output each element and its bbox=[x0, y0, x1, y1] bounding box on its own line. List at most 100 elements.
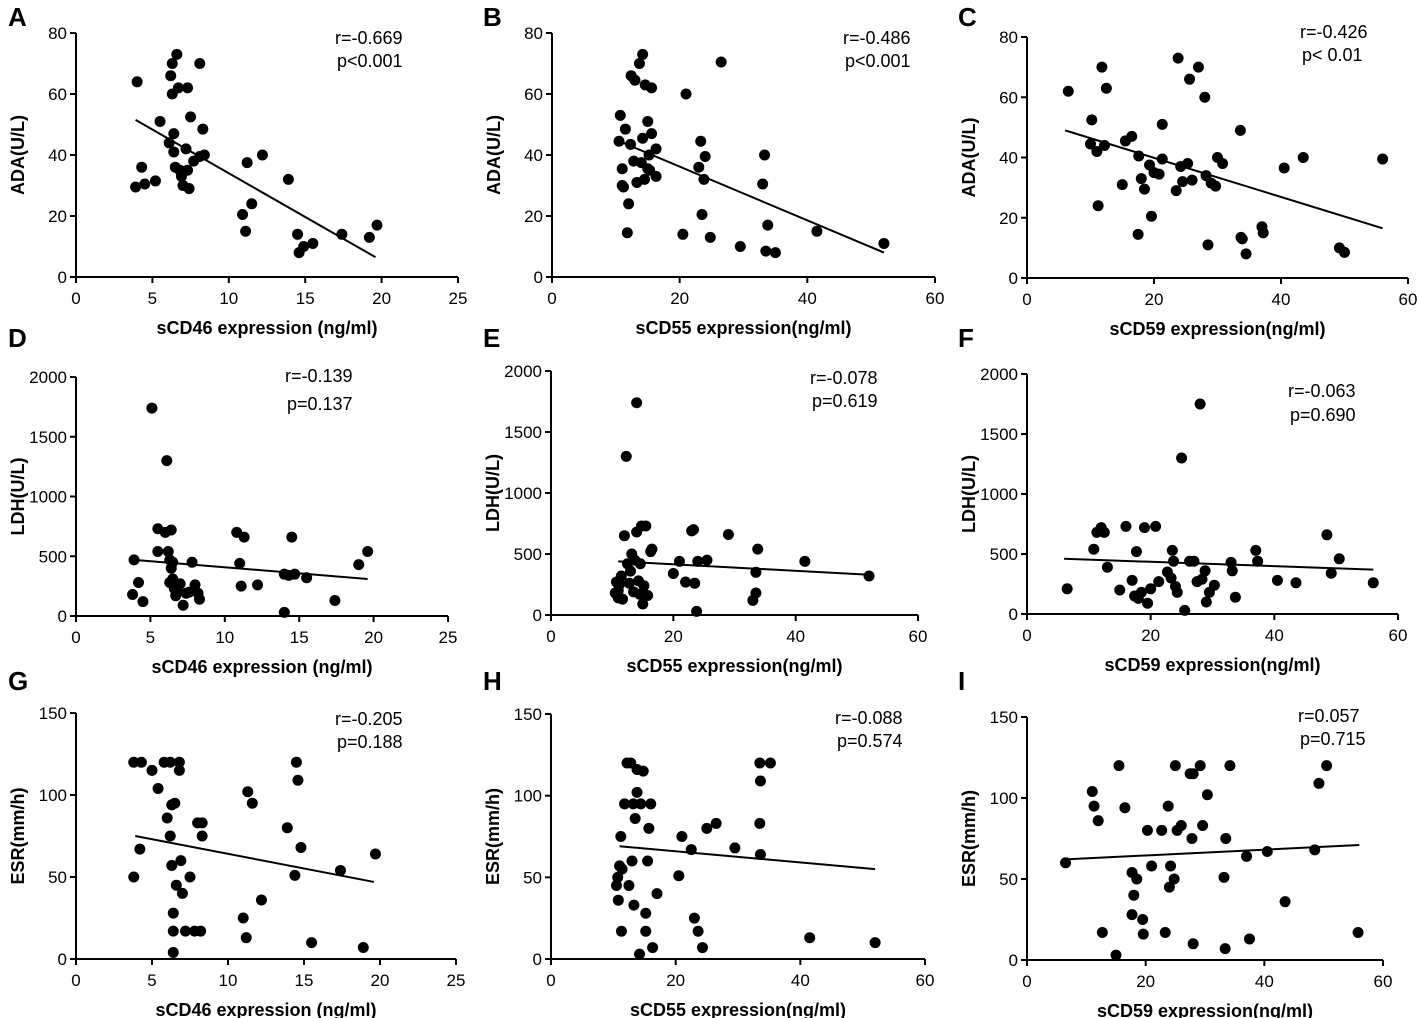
data-point bbox=[1194, 398, 1206, 410]
data-point bbox=[1130, 546, 1142, 558]
data-point bbox=[353, 559, 365, 571]
y-tick-label: 2000 bbox=[504, 362, 542, 381]
data-point bbox=[149, 175, 161, 187]
data-point bbox=[240, 932, 252, 944]
data-point bbox=[1261, 845, 1273, 857]
data-point bbox=[640, 520, 652, 532]
data-point bbox=[139, 178, 151, 190]
data-point bbox=[1240, 248, 1252, 260]
correlation-r: r=-0.139 bbox=[285, 366, 353, 386]
data-point bbox=[1186, 833, 1198, 844]
y-tick-label: 20 bbox=[48, 207, 67, 226]
panel-g-esr-vs-scd46: G r=-0.205 p=0.188 sCD46 expression (ng/… bbox=[8, 666, 465, 1018]
data-point bbox=[667, 568, 679, 580]
data-point bbox=[256, 149, 268, 161]
x-tick-label: 40 bbox=[791, 971, 810, 990]
p-value: p=0.715 bbox=[1300, 729, 1366, 749]
data-point bbox=[167, 946, 179, 958]
data-point bbox=[1321, 529, 1333, 541]
data-point bbox=[237, 912, 249, 924]
y-tick-label: 150 bbox=[514, 705, 542, 724]
x-tick-label: 20 bbox=[364, 628, 383, 647]
data-point bbox=[1196, 573, 1208, 585]
data-point bbox=[647, 942, 659, 954]
y-tick-label: 40 bbox=[48, 146, 67, 165]
panel-b-ada-vs-scd55: B r=-0.486 p<0.001 sCD55 expression(ng/m… bbox=[483, 2, 944, 338]
x-tick-label: 60 bbox=[1374, 972, 1393, 991]
data-point bbox=[171, 48, 183, 60]
regression-line bbox=[1062, 843, 1360, 861]
data-point bbox=[646, 543, 658, 555]
data-point bbox=[623, 577, 635, 589]
data-point bbox=[1170, 185, 1182, 197]
y-tick-label: 500 bbox=[514, 545, 542, 564]
data-point bbox=[1202, 239, 1214, 251]
data-point bbox=[1171, 586, 1183, 598]
y-tick-label: 500 bbox=[39, 547, 67, 566]
data-point bbox=[1141, 824, 1153, 836]
panel-letter: B bbox=[483, 2, 502, 32]
data-point bbox=[1086, 114, 1098, 126]
x-axis-title: sCD59 expression(ng/ml) bbox=[1097, 1001, 1313, 1018]
data-point bbox=[878, 237, 890, 249]
data-point bbox=[1367, 577, 1379, 589]
y-axis-title: LDH(U/L) bbox=[8, 458, 28, 536]
p-value: p=0.690 bbox=[1290, 405, 1356, 425]
data-point bbox=[286, 531, 298, 543]
x-tick-label: 40 bbox=[1255, 972, 1274, 991]
data-point bbox=[1126, 130, 1138, 142]
data-point bbox=[1156, 153, 1168, 165]
p-value: p=0.574 bbox=[837, 731, 903, 751]
regression-line bbox=[615, 138, 885, 254]
panel-letter: H bbox=[483, 666, 502, 696]
data-point bbox=[626, 855, 638, 867]
data-point bbox=[1062, 85, 1074, 97]
data-point bbox=[152, 782, 164, 794]
panel-h-esr-vs-scd55: H r=-0.088 p=0.574 sCD55 expression(ng/m… bbox=[483, 666, 934, 1018]
data-point bbox=[1177, 176, 1189, 188]
data-point bbox=[1188, 555, 1200, 567]
data-point bbox=[136, 161, 148, 173]
data-point bbox=[1092, 200, 1104, 212]
data-point bbox=[640, 907, 652, 919]
data-point bbox=[1321, 760, 1333, 772]
data-point bbox=[186, 556, 198, 568]
y-tick-label: 1500 bbox=[504, 423, 542, 442]
data-point bbox=[334, 864, 346, 876]
data-point bbox=[612, 871, 624, 883]
x-tick-label: 5 bbox=[148, 289, 157, 308]
data-point bbox=[629, 813, 641, 825]
y-axis-title: ESR(mm/h) bbox=[959, 790, 979, 887]
data-point bbox=[1278, 162, 1290, 174]
data-point bbox=[234, 557, 246, 569]
data-point bbox=[685, 844, 697, 856]
y-tick-label: 50 bbox=[999, 870, 1018, 889]
data-point bbox=[241, 157, 253, 169]
data-point bbox=[762, 219, 774, 231]
y-tick-label: 1000 bbox=[980, 485, 1018, 504]
regression-line bbox=[135, 835, 375, 883]
data-point bbox=[642, 855, 654, 867]
data-point bbox=[1088, 800, 1100, 812]
data-point bbox=[695, 135, 707, 147]
data-point bbox=[1241, 850, 1253, 862]
data-point bbox=[637, 765, 649, 777]
data-point bbox=[189, 579, 201, 591]
data-point bbox=[689, 577, 701, 589]
data-point bbox=[642, 115, 654, 127]
data-point bbox=[1352, 926, 1364, 938]
data-point bbox=[173, 764, 185, 776]
y-axis-title: LDH(U/L) bbox=[959, 455, 979, 533]
data-point bbox=[804, 932, 816, 944]
data-point bbox=[1290, 577, 1302, 589]
x-tick-label: 20 bbox=[371, 971, 390, 990]
data-point bbox=[166, 860, 178, 872]
data-point bbox=[167, 925, 179, 937]
data-point bbox=[688, 524, 700, 536]
data-point bbox=[1182, 158, 1194, 170]
data-point bbox=[298, 241, 310, 252]
x-tick-label: 20 bbox=[1136, 972, 1155, 991]
data-point bbox=[680, 576, 692, 588]
data-point bbox=[1218, 871, 1230, 883]
